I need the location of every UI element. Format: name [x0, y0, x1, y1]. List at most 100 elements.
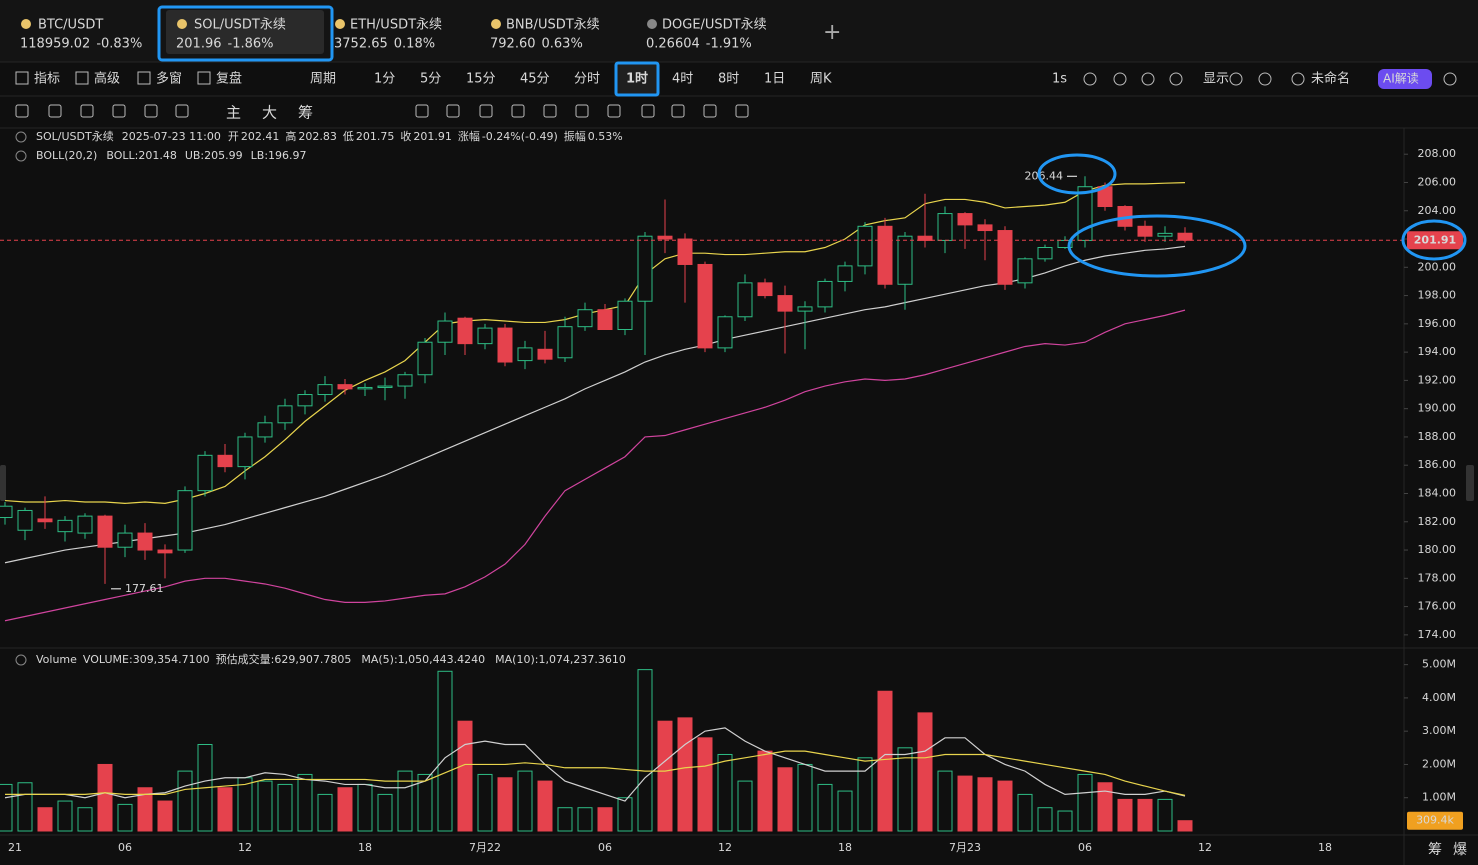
candle-body — [557, 326, 573, 359]
interval-button[interactable]: 1分 — [374, 72, 395, 87]
toolbar-icon[interactable] — [1141, 72, 1155, 86]
drawing-tool-icon[interactable] — [479, 104, 493, 118]
drawing-tool-icon[interactable] — [48, 104, 62, 118]
interval-button[interactable]: 45分 — [520, 72, 550, 87]
volume-bar — [517, 770, 533, 832]
add-tab[interactable]: + — [823, 20, 841, 45]
toolbar-icon[interactable] — [1083, 72, 1097, 86]
candle-body — [857, 225, 873, 267]
volume-bar — [777, 767, 793, 832]
collapse-icon[interactable] — [15, 131, 27, 143]
tool-icon — [15, 71, 29, 85]
drawing-tool-icon[interactable] — [607, 104, 621, 118]
indicator-toggle[interactable]: 主 — [226, 104, 241, 122]
coin-icon — [21, 19, 31, 29]
collapse-icon[interactable] — [15, 654, 27, 666]
interval-button[interactable]: 1日 — [764, 72, 785, 87]
volume-bar — [857, 757, 873, 832]
collapse-icon[interactable] — [15, 150, 27, 162]
footer-button[interactable]: 筹 — [1428, 841, 1442, 858]
x-tick-label: 12 — [718, 841, 732, 854]
drawing-tool-icon[interactable] — [671, 104, 685, 118]
candle-body — [997, 230, 1013, 285]
drawing-tool-icon[interactable] — [703, 104, 717, 118]
volume-bar — [617, 797, 633, 832]
drawing-tool-icon[interactable] — [641, 104, 655, 118]
info-text: 2025-07-23 11:00 — [122, 130, 221, 143]
interval-button[interactable]: 5分 — [420, 72, 441, 87]
drawing-tool-icon[interactable] — [80, 104, 94, 118]
x-tick-label: 18 — [1318, 841, 1332, 854]
toolbar-button[interactable]: 显示 — [1203, 72, 1229, 87]
coin-icon — [491, 19, 501, 29]
highlight-box — [157, 5, 334, 62]
candle-body — [397, 374, 413, 387]
toolbar-icon[interactable] — [1229, 72, 1243, 86]
volume-bar — [17, 782, 33, 832]
drawing-tool-icon[interactable] — [175, 104, 189, 118]
drawing-tool-icon[interactable] — [415, 104, 429, 118]
indicator-toggle[interactable]: 大 — [262, 104, 277, 122]
drawing-tool-icon[interactable] — [15, 104, 29, 118]
x-tick-label: 18 — [358, 841, 372, 854]
tab-symbol[interactable]: SOL/USDT永续 — [194, 18, 286, 33]
tab-price: 0.26604 — [646, 37, 700, 52]
volume-bar — [397, 770, 413, 832]
interval-button[interactable]: 周K — [810, 72, 832, 87]
ai-badge — [1378, 69, 1432, 89]
boll-mid — [4, 245, 1186, 564]
toolbar-icon[interactable] — [1291, 72, 1305, 86]
candle-body — [237, 436, 253, 468]
drawing-tool-icon[interactable] — [446, 104, 460, 118]
indicator-toggle[interactable]: 筹 — [298, 104, 313, 122]
y-tick-label: 188.00 — [1418, 430, 1457, 443]
candle-body — [697, 263, 713, 349]
volume-bar — [957, 775, 973, 832]
drawing-tool-icon[interactable] — [112, 104, 126, 118]
toolbar-button[interactable]: AI解读 — [1383, 72, 1419, 86]
interval-button[interactable]: 分时 — [574, 72, 600, 87]
toolbar-icon[interactable] — [1169, 72, 1183, 86]
volume-bar — [257, 780, 273, 832]
candle-body — [737, 282, 753, 318]
info-text: -0.24%(-0.49) — [482, 130, 558, 143]
high-annotation: 206.44 — [1025, 169, 1064, 182]
tab-symbol[interactable]: DOGE/USDT永续 — [662, 18, 767, 33]
interval-button[interactable]: 8时 — [718, 72, 739, 87]
volume-bar — [977, 777, 993, 832]
candle-body — [197, 454, 213, 492]
tab-symbol[interactable]: BNB/USDT永续 — [506, 18, 600, 33]
y-tick-label: 174.00 — [1418, 628, 1457, 641]
toolbar-icon[interactable] — [1258, 72, 1272, 86]
volume-bar — [877, 690, 893, 832]
drawing-tool-icon[interactable] — [575, 104, 589, 118]
drawing-tool-icon[interactable] — [543, 104, 557, 118]
left-handle[interactable] — [0, 465, 6, 501]
toolbar-button[interactable]: 指标 — [34, 72, 60, 87]
volume-bar — [917, 712, 933, 832]
volume-bar — [1177, 820, 1193, 832]
toolbar-button[interactable]: 1s — [1052, 72, 1067, 87]
y-tick-label: 200.00 — [1418, 260, 1457, 273]
right-handle[interactable] — [1466, 465, 1474, 501]
volume-bar — [1097, 782, 1113, 832]
footer-button[interactable]: 爆 — [1453, 842, 1467, 858]
drawing-tool-icon[interactable] — [144, 104, 158, 118]
toolbar-button[interactable]: 多窗 — [156, 71, 182, 87]
x-tick-label: 06 — [1078, 841, 1092, 854]
drawing-tool-icon[interactable] — [511, 104, 525, 118]
drawing-tool-icon[interactable] — [735, 104, 749, 118]
tab-change: 0.18% — [394, 37, 435, 52]
toolbar-button[interactable]: 复盘 — [216, 71, 242, 87]
interval-button[interactable]: 1时 — [626, 71, 648, 87]
tab-symbol[interactable]: BTC/USDT — [38, 18, 103, 33]
toolbar-button[interactable]: 高级 — [94, 71, 120, 87]
interval-button[interactable]: 4时 — [672, 72, 693, 87]
toolbar-icon[interactable] — [1113, 72, 1127, 86]
tab-symbol[interactable]: ETH/USDT永续 — [350, 18, 442, 33]
toolbar-button[interactable]: 未命名 — [1311, 71, 1350, 87]
toolbar-button[interactable]: 周期 — [310, 72, 336, 87]
toolbar-icon[interactable] — [1443, 72, 1457, 86]
interval-button[interactable]: 15分 — [466, 72, 496, 87]
volume-bar — [1057, 810, 1073, 832]
